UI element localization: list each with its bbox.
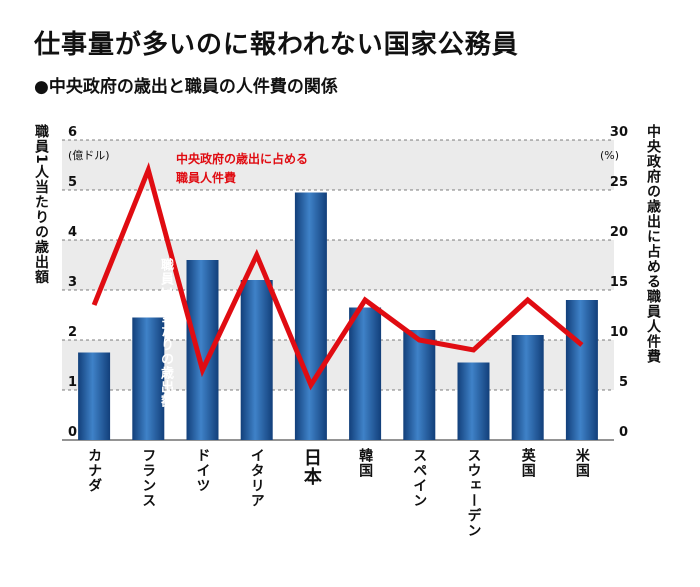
- right-tick-label: 10: [610, 325, 628, 340]
- category-label: 韓国: [357, 448, 374, 478]
- category-label: 英国: [519, 448, 536, 478]
- category-label: イタリア: [248, 448, 265, 508]
- right-tick-label: 0: [619, 425, 628, 440]
- bar: [457, 362, 490, 440]
- category-label: スウェーデン: [465, 448, 482, 538]
- category-label: 米国: [573, 448, 590, 478]
- left-tick-label: 5: [68, 175, 77, 190]
- line-annotation-line2: 職員人件費: [176, 171, 237, 185]
- category-label: カナダ: [86, 448, 103, 493]
- category-label: フランス: [140, 448, 157, 508]
- line-series-annotation: 中央政府の歳出に占める 職員人件費: [176, 150, 308, 188]
- right-axis-unit: (%): [600, 149, 619, 162]
- category-label: ドイツ: [194, 448, 211, 493]
- bar: [132, 317, 165, 440]
- bar: [511, 335, 544, 440]
- bar-series-annotation: 職員1人当たりの歳出額: [158, 258, 173, 409]
- right-tick-label: 15: [610, 275, 628, 290]
- bar: [240, 280, 273, 440]
- bar: [565, 300, 598, 440]
- left-tick-label: 6: [68, 125, 77, 140]
- left-axis-label: 職員1人当たりの歳出額: [33, 124, 49, 285]
- left-tick-label: 3: [68, 275, 77, 290]
- bar: [294, 192, 327, 440]
- category-label: スペイン: [411, 448, 428, 508]
- right-tick-label: 30: [610, 125, 628, 140]
- category-label: 日本: [300, 448, 322, 486]
- right-tick-label: 5: [619, 375, 628, 390]
- bar: [349, 307, 382, 440]
- left-tick-label: 4: [68, 225, 77, 240]
- line-annotation-line1: 中央政府の歳出に占める: [176, 152, 309, 166]
- left-tick-label: 0: [68, 425, 77, 440]
- left-tick-label: 1: [68, 375, 77, 390]
- right-axis-label: 中央政府の歳出に占める職員人件費: [645, 124, 661, 364]
- chart-subtitle: ●中央政府の歳出と職員の人件費の関係: [34, 77, 338, 97]
- grid-band: [62, 240, 614, 290]
- line-series: [91, 162, 584, 391]
- right-tick-label: 25: [610, 175, 628, 190]
- left-axis-unit: (億ドル): [68, 149, 110, 162]
- bar: [78, 352, 111, 440]
- right-tick-label: 20: [610, 225, 628, 240]
- bar: [403, 330, 436, 440]
- chart-title: 仕事量が多いのに報われない国家公務員: [34, 30, 519, 60]
- left-tick-label: 2: [68, 325, 77, 340]
